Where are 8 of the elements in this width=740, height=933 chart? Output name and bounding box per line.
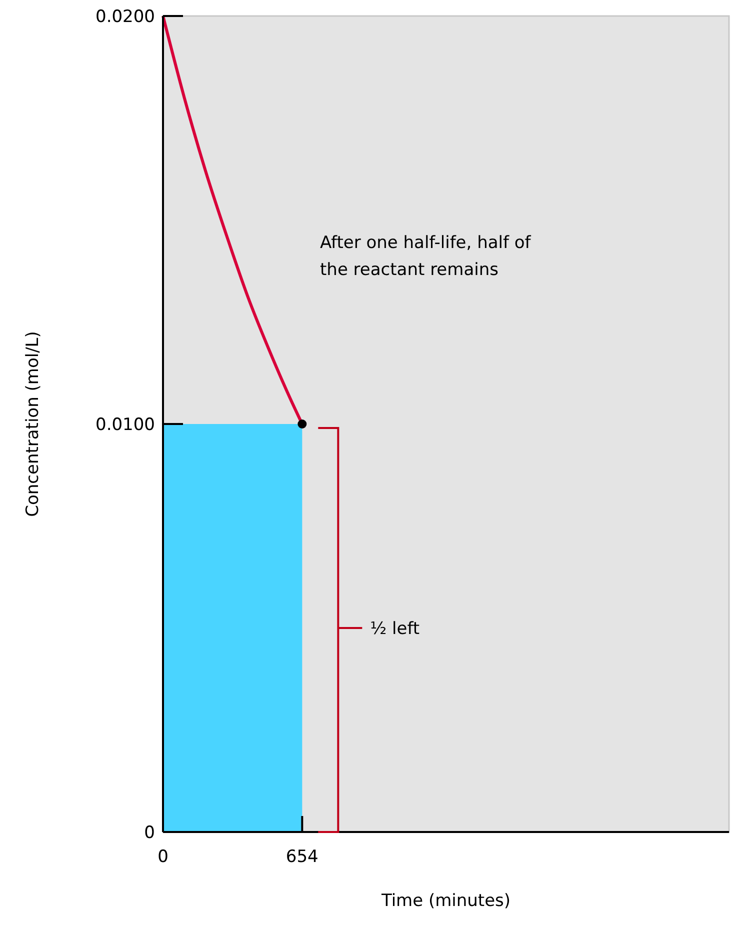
- y-tick-label: 0.0100: [96, 414, 155, 435]
- y-tick-label: 0: [144, 822, 155, 843]
- x-axis-title: Time (minutes): [380, 891, 511, 911]
- annotation: ½ left: [370, 618, 420, 639]
- y-tick-label: 0.0200: [96, 6, 155, 27]
- y-axis-title: Concentration (mol/L): [23, 331, 43, 517]
- annotation: After one half-life, half of the reactant remains: [320, 233, 532, 280]
- x-tick-label: 654: [286, 847, 318, 867]
